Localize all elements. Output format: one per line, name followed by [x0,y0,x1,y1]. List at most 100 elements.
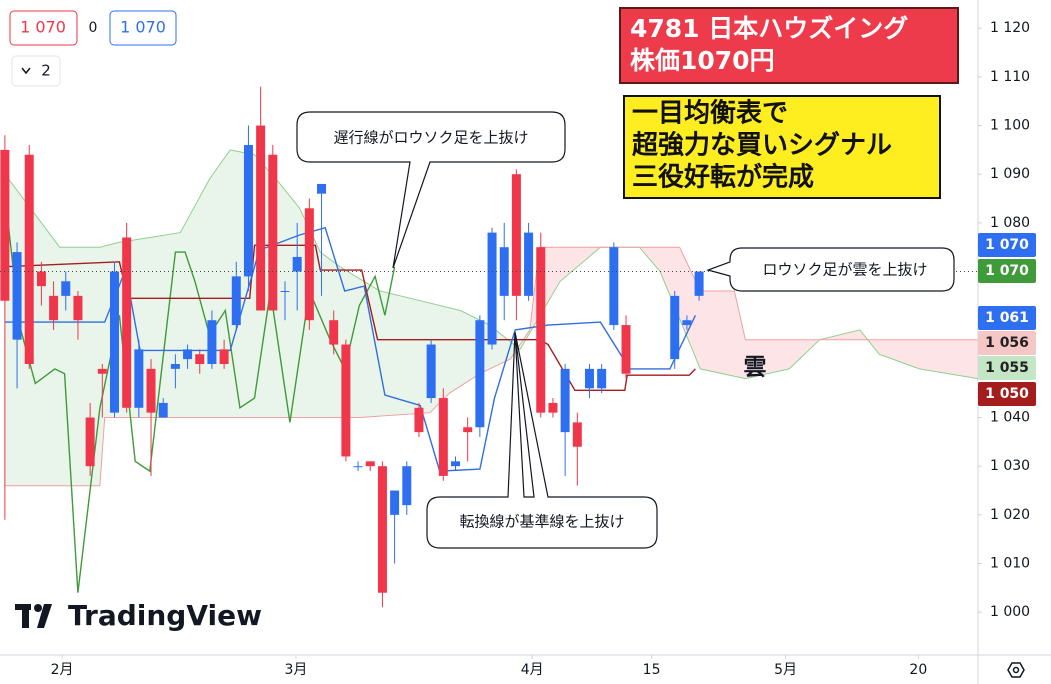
candle-body [572,422,582,447]
candle-body [146,368,156,413]
settings-icon-dot [1012,666,1020,674]
price-tag [978,356,1036,380]
candle-body [511,174,521,296]
overlay: 1 070 0 1 070 2 4781 日本ハウズイング 株価1070円 一目… [9,7,1025,678]
price-tag [978,233,1036,257]
cloud-label: 雲 [744,355,767,381]
candle-body [0,149,10,301]
price-tag-label: 1 056 [985,335,1029,351]
candle-body [170,363,180,369]
y-tick-label: 1 040 [990,410,1030,426]
x-tick-label: 20 [909,662,927,678]
price-tag-label: 1 061 [985,310,1029,326]
price-tag-label: 1 070 [985,263,1029,279]
price-tag-label: 1 055 [985,360,1029,376]
candle-body [158,402,168,418]
candle-body [219,349,229,364]
candle-body [61,281,71,296]
buy-price: 1 070 [120,18,166,37]
signal-box [623,95,941,199]
candle-body [402,466,412,506]
candle-body [377,466,387,593]
indicator-toggle[interactable] [11,55,61,87]
signal-line: 三役好転が完成 [632,162,814,193]
candle-body [694,271,704,296]
candle-body [49,295,59,321]
cloud-fill [528,247,978,379]
candle-body [390,490,400,515]
candle-body [292,256,302,272]
price-tag-label: 1 070 [985,237,1029,253]
price-tag [978,382,1036,406]
candle-body [195,354,205,364]
settings-icon[interactable] [1007,662,1025,678]
candle-body [97,368,107,374]
candle-body [621,325,631,374]
candle-body [268,154,278,311]
candle-body [438,398,448,476]
candle-body [353,466,363,468]
callout-text: 転換線が基準線を上抜け [459,513,624,531]
y-tick-label: 1 000 [990,604,1030,620]
watermark: TradingView [68,599,262,632]
candle-body [24,154,34,364]
candle-body [317,183,327,194]
x-tick-label: 3月 [284,662,307,678]
candle-body [597,368,607,389]
callout-text: 遅行線がロウソク足を上抜け [333,129,528,147]
candle-body [524,232,534,296]
candle-body [463,427,473,433]
x-tick-label: 5月 [774,662,797,678]
candle-body [304,208,314,321]
x-tick-label: 4月 [521,662,544,678]
candle-body [85,417,95,467]
candle-body [256,125,266,311]
price-tag [978,331,1036,355]
candle-body [183,349,193,360]
callout-box [296,111,566,269]
indicator-line [4,149,978,380]
callout-box [706,247,955,292]
y-tick-label: 1 080 [990,215,1030,231]
y-tick-label: 1 030 [990,458,1030,474]
signal-line: 一目均衡表で [632,98,788,129]
indicator-line [4,226,697,472]
sell-box[interactable] [9,10,78,46]
spread: 0 [89,20,98,36]
title-line: 4781 日本ハウズイング [630,14,908,43]
x-tick-label: 2月 [51,662,74,678]
logo-icon [15,604,52,628]
candle-body [365,461,375,467]
title-line: 株価1070円 [630,46,775,75]
candle-body [670,295,680,360]
candle-body [426,344,436,399]
callout-text: ロウソク足が雲を上抜け [762,261,927,279]
y-tick-label: 1 100 [990,118,1030,134]
candle-body [280,291,290,293]
candle-body [341,344,351,457]
candle-body [231,276,241,326]
y-tick-label: 1 110 [990,69,1030,85]
y-tick-label: 1 120 [990,20,1030,36]
candle-body [36,271,46,287]
plot-area [0,86,978,608]
chevron-icon [21,67,31,75]
candle-body [487,232,497,345]
price-tag [978,306,1036,330]
candle-body [12,252,22,340]
candle-body [682,320,692,326]
indicator-count: 2 [41,62,51,80]
indicator-line [4,246,978,487]
x-tick-label: 15 [643,662,661,678]
candle-body [451,461,461,467]
y-tick-label: 1 020 [990,507,1030,523]
candle-body [207,320,217,364]
title-box [619,7,959,84]
candle-body [560,368,570,433]
y-tick-label: 1 090 [990,166,1030,182]
candle-body [73,295,83,321]
buy-box[interactable] [109,10,177,46]
candle-body [584,368,594,389]
sell-price: 1 070 [20,18,66,37]
